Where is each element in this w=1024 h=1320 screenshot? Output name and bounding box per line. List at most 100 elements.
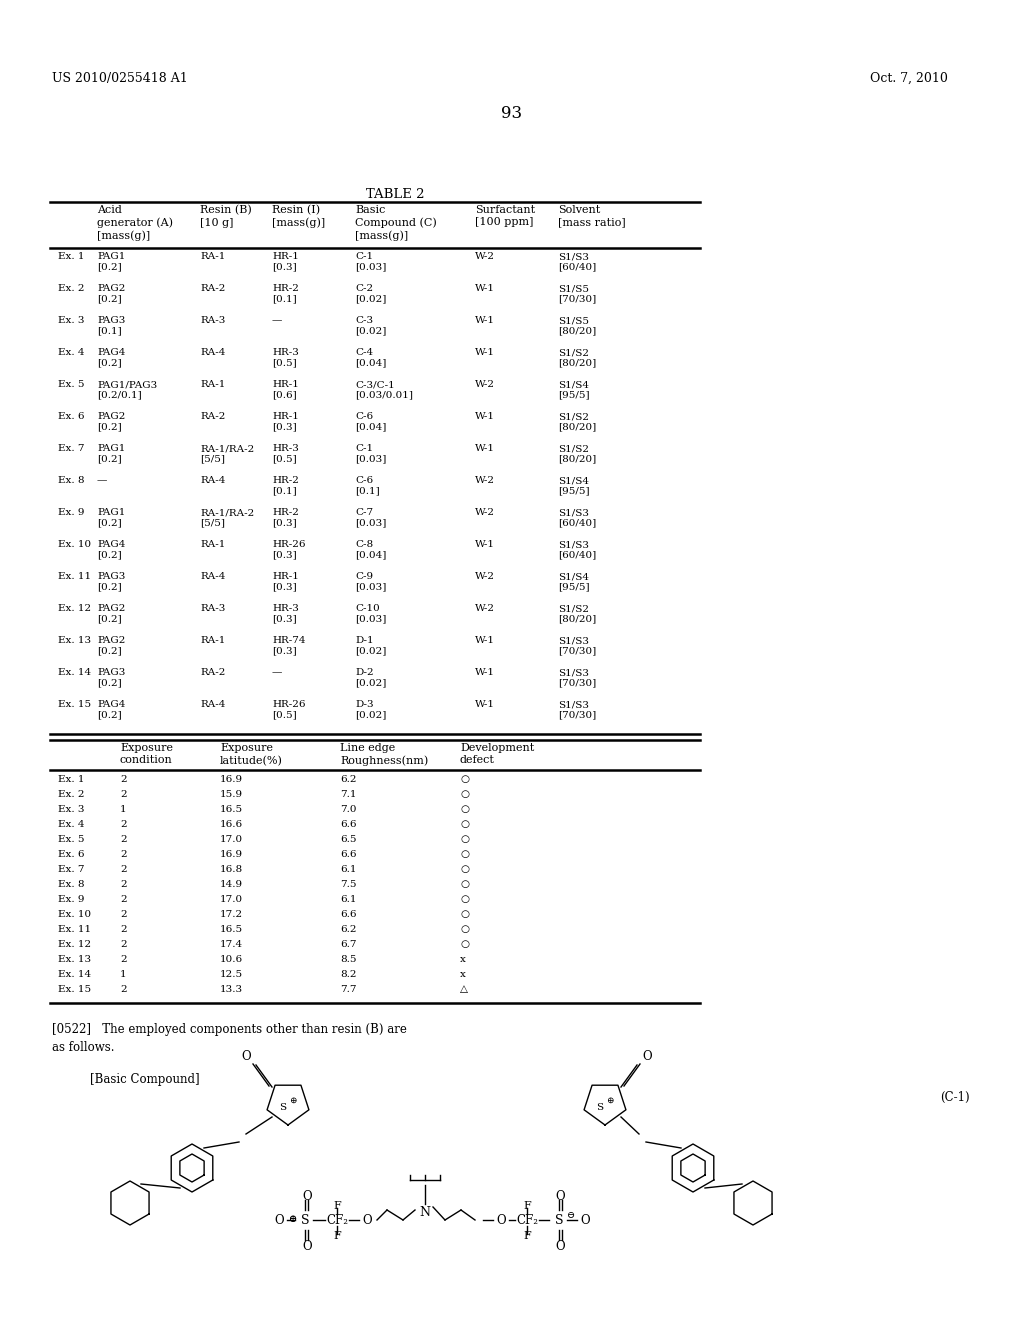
Text: RA-4: RA-4 bbox=[200, 348, 225, 356]
Text: Ex. 4: Ex. 4 bbox=[58, 348, 85, 356]
Text: 6.1: 6.1 bbox=[340, 865, 356, 874]
Text: Ex. 11: Ex. 11 bbox=[58, 925, 91, 935]
Text: W-1: W-1 bbox=[475, 636, 495, 645]
Text: RA-1/RA-2
[5/5]: RA-1/RA-2 [5/5] bbox=[200, 444, 254, 463]
Text: O: O bbox=[242, 1051, 251, 1064]
Text: Ex. 7: Ex. 7 bbox=[58, 444, 85, 453]
Text: S: S bbox=[555, 1213, 563, 1226]
Text: HR-2
[0.1]: HR-2 [0.1] bbox=[272, 284, 299, 304]
Text: 1: 1 bbox=[120, 970, 127, 979]
Text: △: △ bbox=[460, 985, 468, 994]
Text: Ex. 2: Ex. 2 bbox=[58, 284, 85, 293]
Text: S1/S2
[80/20]: S1/S2 [80/20] bbox=[558, 412, 596, 432]
Text: 16.8: 16.8 bbox=[220, 865, 243, 874]
Text: PAG1
[0.2]: PAG1 [0.2] bbox=[97, 252, 125, 272]
Text: Ex. 4: Ex. 4 bbox=[58, 820, 85, 829]
Text: 7.7: 7.7 bbox=[340, 985, 356, 994]
Text: Ex. 11: Ex. 11 bbox=[58, 572, 91, 581]
Text: HR-1
[0.3]: HR-1 [0.3] bbox=[272, 572, 299, 591]
Text: ⊖: ⊖ bbox=[567, 1212, 575, 1221]
Text: ○: ○ bbox=[460, 775, 469, 784]
Text: C-2
[0.02]: C-2 [0.02] bbox=[355, 284, 386, 304]
Text: RA-3: RA-3 bbox=[200, 315, 225, 325]
Text: Ex. 9: Ex. 9 bbox=[58, 508, 85, 517]
Text: D-2
[0.02]: D-2 [0.02] bbox=[355, 668, 386, 688]
Text: W-2: W-2 bbox=[475, 508, 495, 517]
Text: 7.0: 7.0 bbox=[340, 805, 356, 814]
Text: C-7
[0.03]: C-7 [0.03] bbox=[355, 508, 386, 528]
Text: F: F bbox=[333, 1232, 341, 1241]
Text: 15.9: 15.9 bbox=[220, 789, 243, 799]
Text: PAG1/PAG3
[0.2/0.1]: PAG1/PAG3 [0.2/0.1] bbox=[97, 380, 158, 400]
Text: Ex. 6: Ex. 6 bbox=[58, 850, 85, 859]
Text: US 2010/0255418 A1: US 2010/0255418 A1 bbox=[52, 73, 187, 84]
Text: PAG3
[0.2]: PAG3 [0.2] bbox=[97, 668, 125, 688]
Text: S1/S4
[95/5]: S1/S4 [95/5] bbox=[558, 380, 590, 400]
Text: W-2: W-2 bbox=[475, 605, 495, 612]
Text: PAG3
[0.2]: PAG3 [0.2] bbox=[97, 572, 125, 591]
Text: 17.4: 17.4 bbox=[220, 940, 243, 949]
Text: Exposure
condition: Exposure condition bbox=[120, 743, 173, 766]
Text: 2: 2 bbox=[120, 909, 127, 919]
Text: W-2: W-2 bbox=[475, 572, 495, 581]
Text: 16.5: 16.5 bbox=[220, 925, 243, 935]
Text: W-2: W-2 bbox=[475, 477, 495, 484]
Text: W-1: W-1 bbox=[475, 348, 495, 356]
Text: C-4
[0.04]: C-4 [0.04] bbox=[355, 348, 386, 368]
Text: Ex. 14: Ex. 14 bbox=[58, 970, 91, 979]
Text: D-3
[0.02]: D-3 [0.02] bbox=[355, 700, 386, 719]
Text: Ex. 8: Ex. 8 bbox=[58, 880, 85, 888]
Text: 17.2: 17.2 bbox=[220, 909, 243, 919]
Text: RA-1: RA-1 bbox=[200, 540, 225, 549]
Text: ○: ○ bbox=[460, 850, 469, 859]
Text: C-6
[0.04]: C-6 [0.04] bbox=[355, 412, 386, 432]
Text: 7.1: 7.1 bbox=[340, 789, 356, 799]
Text: ○: ○ bbox=[460, 940, 469, 949]
Text: Ex. 15: Ex. 15 bbox=[58, 700, 91, 709]
Text: PAG2
[0.2]: PAG2 [0.2] bbox=[97, 284, 125, 304]
Text: 17.0: 17.0 bbox=[220, 895, 243, 904]
Text: O: O bbox=[274, 1213, 284, 1226]
Text: 14.9: 14.9 bbox=[220, 880, 243, 888]
Text: Surfactant
[100 ppm]: Surfactant [100 ppm] bbox=[475, 205, 536, 227]
Text: N: N bbox=[420, 1206, 430, 1220]
Text: ○: ○ bbox=[460, 925, 469, 935]
Text: O: O bbox=[581, 1213, 590, 1226]
Text: RA-2: RA-2 bbox=[200, 284, 225, 293]
Text: ⊕: ⊕ bbox=[289, 1216, 297, 1225]
Text: Development
defect: Development defect bbox=[460, 743, 535, 766]
Text: 2: 2 bbox=[120, 820, 127, 829]
Text: 16.6: 16.6 bbox=[220, 820, 243, 829]
Text: Ex. 6: Ex. 6 bbox=[58, 412, 85, 421]
Text: ⊖: ⊖ bbox=[289, 1216, 297, 1225]
Text: 6.2: 6.2 bbox=[340, 775, 356, 784]
Text: O: O bbox=[555, 1189, 565, 1203]
Text: S: S bbox=[596, 1102, 603, 1111]
Text: S1/S3
[60/40]: S1/S3 [60/40] bbox=[558, 540, 596, 560]
Text: Ex. 5: Ex. 5 bbox=[58, 380, 85, 389]
Text: HR-26
[0.5]: HR-26 [0.5] bbox=[272, 700, 305, 719]
Text: 17.0: 17.0 bbox=[220, 836, 243, 843]
Text: PAG1
[0.2]: PAG1 [0.2] bbox=[97, 444, 125, 463]
Text: 2: 2 bbox=[120, 789, 127, 799]
Text: 13.3: 13.3 bbox=[220, 985, 243, 994]
Text: S1/S2
[80/20]: S1/S2 [80/20] bbox=[558, 348, 596, 368]
Text: x: x bbox=[460, 954, 466, 964]
Text: Ex. 7: Ex. 7 bbox=[58, 865, 85, 874]
Text: C-6
[0.1]: C-6 [0.1] bbox=[355, 477, 380, 496]
Text: Resin (B)
[10 g]: Resin (B) [10 g] bbox=[200, 205, 252, 228]
Text: HR-74
[0.3]: HR-74 [0.3] bbox=[272, 636, 305, 656]
Text: F: F bbox=[333, 1201, 341, 1210]
Text: HR-1
[0.6]: HR-1 [0.6] bbox=[272, 380, 299, 400]
Text: 8.2: 8.2 bbox=[340, 970, 356, 979]
Text: Ex. 1: Ex. 1 bbox=[58, 775, 85, 784]
Text: Ex. 15: Ex. 15 bbox=[58, 985, 91, 994]
Text: 2: 2 bbox=[120, 925, 127, 935]
Text: Ex. 13: Ex. 13 bbox=[58, 636, 91, 645]
Text: Basic
Compound (C)
[mass(g)]: Basic Compound (C) [mass(g)] bbox=[355, 205, 437, 242]
Text: 16.5: 16.5 bbox=[220, 805, 243, 814]
Text: 6.6: 6.6 bbox=[340, 909, 356, 919]
Text: PAG4
[0.2]: PAG4 [0.2] bbox=[97, 540, 125, 560]
Text: 2: 2 bbox=[120, 850, 127, 859]
Text: 6.6: 6.6 bbox=[340, 820, 356, 829]
